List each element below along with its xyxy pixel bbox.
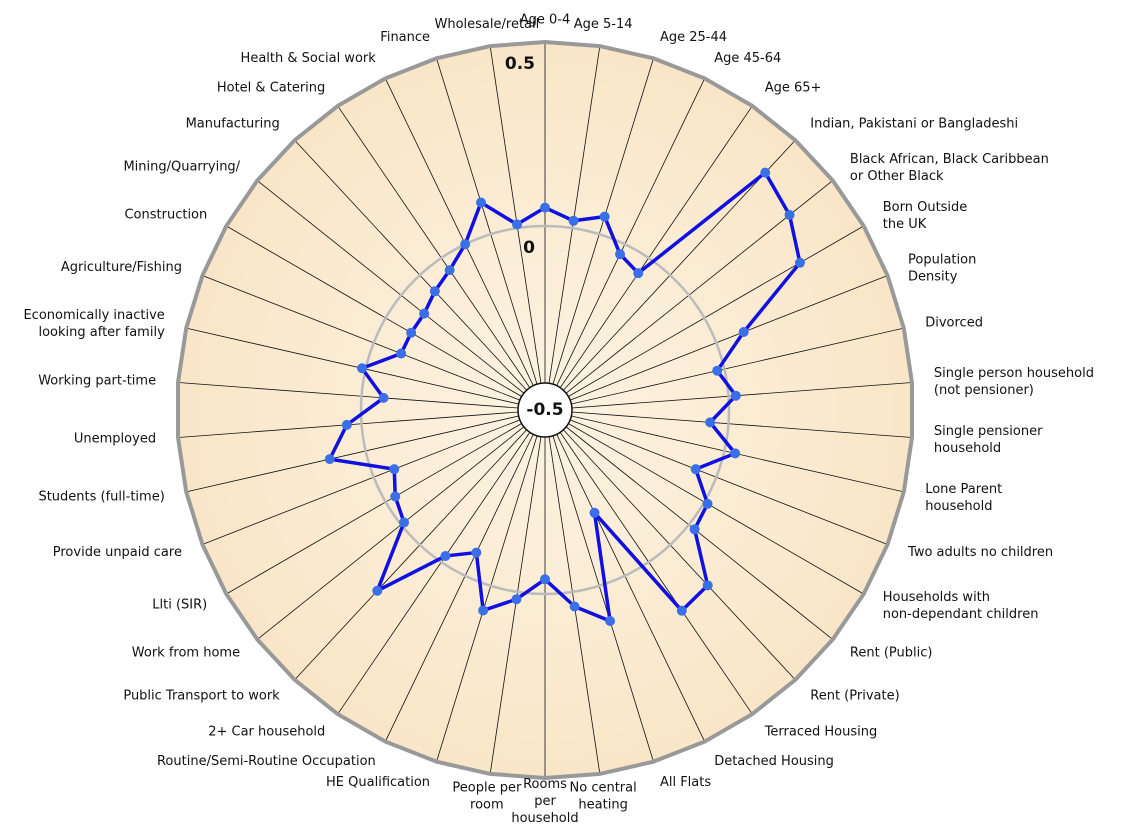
center-circle	[517, 382, 573, 438]
data-point	[568, 215, 579, 226]
data-point	[730, 448, 741, 459]
category-label: Mining/Quarrying/	[123, 159, 240, 174]
category-label: Rent (Private)	[810, 688, 899, 703]
category-label: Construction	[124, 208, 207, 223]
grid-ring	[359, 224, 731, 596]
data-point	[378, 392, 389, 403]
category-label: Divorced	[925, 316, 983, 331]
data-point	[702, 498, 713, 509]
category-label: Public Transport to work	[123, 688, 280, 703]
category-label: Work from home	[132, 646, 240, 661]
data-point	[712, 365, 723, 376]
category-label: Age 65+	[765, 80, 822, 95]
category-label: Age 5-14	[574, 17, 633, 32]
tick-label: 0.5	[505, 54, 535, 74]
data-point	[478, 605, 489, 616]
category-label: People per room	[452, 780, 522, 812]
category-label: Hotel & Catering	[217, 80, 325, 95]
category-label: Single person household (not pensioner)	[934, 365, 1094, 397]
data-point	[784, 209, 795, 220]
data-point	[419, 308, 430, 319]
category-label: Unemployed	[74, 432, 156, 447]
category-label: Terraced Housing	[764, 725, 878, 740]
data-point	[605, 615, 616, 626]
category-label: Manufacturing	[186, 117, 280, 132]
data-point	[341, 419, 352, 430]
data-point	[399, 517, 410, 528]
data-point	[633, 268, 644, 279]
category-label: Rent (Public)	[850, 646, 933, 661]
category-label: 2+ Car household	[208, 725, 325, 740]
category-label: Population Density	[908, 252, 976, 284]
category-label: Working part-time	[38, 373, 156, 388]
category-label: Provide unpaid care	[53, 545, 182, 560]
data-point	[471, 547, 482, 558]
category-label: Age 25-44	[660, 30, 727, 45]
data-point	[569, 601, 580, 612]
data-point	[476, 197, 487, 208]
data-point	[511, 594, 522, 605]
data-point	[589, 507, 600, 518]
category-label: Students (full-time)	[38, 489, 164, 504]
category-label: Llti (SIR)	[152, 598, 207, 613]
data-point	[390, 491, 401, 502]
data-point	[760, 167, 771, 178]
tick-label: -0.5	[526, 400, 563, 420]
category-label: All Flats	[660, 775, 711, 790]
data-point	[705, 417, 716, 428]
data-point	[429, 286, 440, 297]
data-point	[615, 249, 626, 260]
data-point	[690, 464, 701, 475]
data-point	[599, 211, 610, 222]
data-point	[389, 464, 400, 475]
category-label: Single pensioner household	[934, 424, 1043, 456]
category-label: Age 45-64	[714, 51, 781, 66]
data-point	[794, 257, 805, 268]
category-label: Lone Parent household	[925, 481, 1002, 513]
outer-ring	[176, 39, 914, 781]
data-point	[396, 348, 407, 359]
category-label: Indian, Pakistani or Bangladeshi	[810, 117, 1018, 132]
data-point	[440, 550, 451, 561]
category-label: Rooms per household	[511, 777, 578, 826]
data-point	[540, 574, 550, 585]
category-label: Born Outside the UK	[883, 200, 968, 232]
category-label: Two adults no children	[907, 545, 1053, 560]
category-label: Finance	[380, 30, 430, 45]
category-label: Health & Social work	[241, 51, 377, 66]
data-point	[702, 580, 713, 591]
category-label: Households with non-dependant children	[883, 590, 1039, 622]
category-label: Black African, Black Caribbean or Other B…	[850, 151, 1049, 183]
category-label: Age 0-4	[520, 13, 571, 28]
data-point	[689, 524, 700, 535]
category-label: Wholesale/retail	[435, 17, 540, 32]
data-point	[512, 219, 523, 230]
data-point	[738, 327, 749, 338]
category-label: HE Qualification	[326, 775, 430, 790]
data-point	[357, 363, 368, 374]
data-point	[372, 585, 383, 596]
data-point	[460, 239, 471, 250]
data-point	[406, 327, 417, 338]
tick-label: 0	[523, 238, 535, 258]
category-label: No central heating	[570, 780, 637, 812]
category-label: Agriculture/Fishing	[61, 260, 182, 275]
data-point	[324, 454, 335, 465]
data-point	[730, 390, 741, 401]
data-point	[540, 202, 550, 213]
category-label: Detached Housing	[714, 754, 834, 769]
data-point	[676, 605, 687, 616]
data-point	[444, 265, 455, 276]
category-label: Economically inactive looking after famil…	[23, 308, 165, 340]
category-label: Routine/Semi-Routine Occupation	[157, 754, 376, 769]
